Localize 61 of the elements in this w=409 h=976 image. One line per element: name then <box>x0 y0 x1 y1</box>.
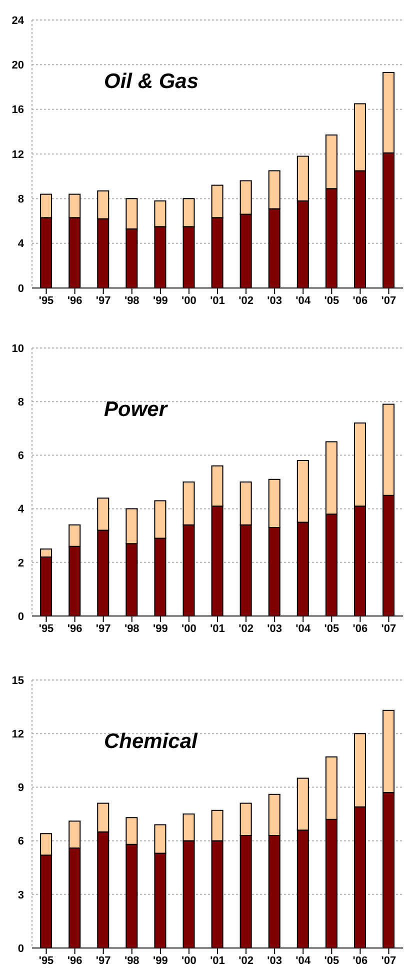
x-tick-label: '04 <box>296 294 312 307</box>
x-tick-label: '02 <box>238 954 254 967</box>
x-tick-label: '04 <box>296 954 312 967</box>
y-tick-label: 4 <box>18 504 25 516</box>
x-tick-label: '96 <box>67 954 82 967</box>
y-tick-label: 9 <box>18 782 24 794</box>
y-tick-label: 4 <box>18 238 25 250</box>
y-tick-label: 16 <box>12 104 24 116</box>
y-tick-label: 20 <box>12 60 24 72</box>
x-tick-label: '03 <box>267 622 282 635</box>
x-tick-label: '99 <box>152 954 168 967</box>
x-tick-label: '00 <box>182 622 196 635</box>
text: Power <box>104 398 168 422</box>
x-tick-label: '96 <box>67 622 82 635</box>
x-tick-label: '01 <box>210 954 225 967</box>
x-tick-label: '97 <box>96 622 111 635</box>
y-tick-label: 8 <box>18 194 24 206</box>
y-tick-label: 0 <box>18 282 24 295</box>
x-tick-label: '06 <box>352 954 368 967</box>
x-tick-label: '98 <box>124 622 140 635</box>
x-tick-label: '97 <box>96 954 111 967</box>
y-tick-label: 15 <box>12 674 24 687</box>
x-tick-label: '99 <box>152 622 168 635</box>
x-tick-label: '05 <box>324 622 340 635</box>
x-tick-label: '07 <box>381 954 396 967</box>
y-tick-label: 6 <box>18 450 24 462</box>
x-tick-label: '98 <box>124 294 140 307</box>
y-tick-label: 2 <box>18 557 24 570</box>
y-tick-label: 6 <box>18 836 24 848</box>
text: Oil & Gas <box>104 70 199 94</box>
x-tick-label: '01 <box>210 622 225 635</box>
x-tick-label: '01 <box>210 294 225 307</box>
y-tick-label: 10 <box>12 342 24 355</box>
x-tick-label: '99 <box>152 294 168 307</box>
y-tick-label: 12 <box>12 148 24 161</box>
x-tick-label: '00 <box>182 294 196 307</box>
x-tick-label: '95 <box>38 294 54 307</box>
y-tick-label: 8 <box>18 396 24 409</box>
x-tick-label: '97 <box>96 294 111 307</box>
x-tick-label: '06 <box>352 294 368 307</box>
x-tick-label: '02 <box>238 294 254 307</box>
y-tick-label: 0 <box>18 610 24 623</box>
text: Chemical <box>104 730 198 754</box>
x-tick-label: '03 <box>267 294 282 307</box>
x-tick-label: '02 <box>238 622 254 635</box>
x-tick-label: '06 <box>352 622 368 635</box>
y-tick-label: 0 <box>18 942 24 955</box>
x-tick-label: '95 <box>38 954 54 967</box>
x-tick-label: '05 <box>324 954 340 967</box>
y-tick-label: 12 <box>12 728 24 741</box>
y-tick-label: 3 <box>18 889 24 902</box>
x-tick-label: '07 <box>381 622 396 635</box>
y-tick-label: 24 <box>12 14 25 27</box>
x-tick-label: '96 <box>67 294 82 307</box>
x-tick-label: '98 <box>124 954 140 967</box>
x-tick-label: '07 <box>381 294 396 307</box>
x-tick-label: '03 <box>267 954 282 967</box>
x-tick-label: '05 <box>324 294 340 307</box>
x-tick-label: '95 <box>38 622 54 635</box>
x-tick-label: '04 <box>296 622 312 635</box>
x-tick-label: '00 <box>182 954 196 967</box>
